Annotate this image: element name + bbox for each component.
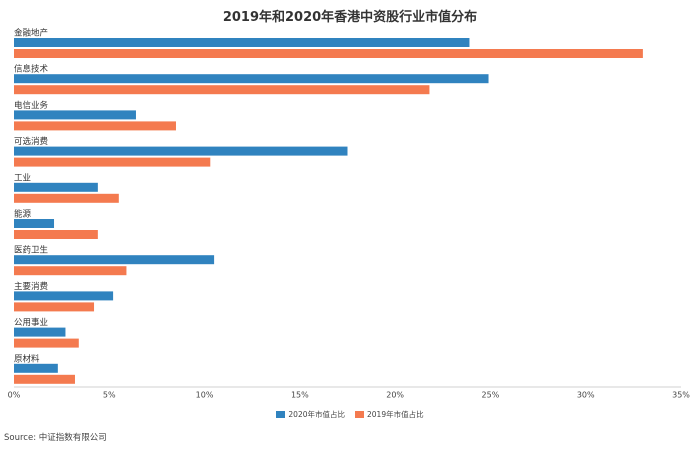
bar-2019[interactable] bbox=[14, 193, 119, 203]
bar-2019[interactable] bbox=[14, 157, 211, 167]
legend-label-2019: 2019年市值占比 bbox=[367, 410, 424, 419]
x-tick-label: 30% bbox=[577, 391, 595, 400]
bar-2019[interactable] bbox=[14, 374, 75, 384]
chart-title: 2019年和2020年香港中资股行业市值分布 bbox=[222, 10, 478, 25]
legend-item-2020[interactable]: 2020年市值占比 bbox=[276, 409, 345, 420]
x-tick-label: 5% bbox=[103, 391, 116, 400]
x-tick-label: 25% bbox=[482, 391, 500, 400]
legend-swatch-2019 bbox=[355, 411, 364, 418]
bar-2020[interactable] bbox=[14, 110, 136, 120]
x-tick-label: 0% bbox=[8, 391, 21, 400]
category-label: 医药卫生 bbox=[14, 245, 49, 256]
bar-2019[interactable] bbox=[14, 230, 98, 239]
bar-2020[interactable] bbox=[14, 219, 55, 228]
bar-2020[interactable] bbox=[14, 146, 348, 156]
bar-2020[interactable] bbox=[14, 38, 470, 47]
category-label: 主要消费 bbox=[14, 281, 49, 292]
legend-swatch-2020 bbox=[276, 411, 286, 418]
x-tick-label: 15% bbox=[291, 391, 309, 400]
bar-2020[interactable] bbox=[14, 74, 489, 84]
x-tick-label: 10% bbox=[196, 391, 214, 400]
bar-2020[interactable] bbox=[14, 255, 215, 265]
legend: 2020年市值占比 2019年市值占比 bbox=[0, 409, 700, 420]
category-label: 信息技术 bbox=[14, 64, 49, 75]
bar-2019[interactable] bbox=[14, 266, 127, 276]
bar-2020[interactable] bbox=[14, 182, 98, 192]
bar-2020[interactable] bbox=[14, 363, 58, 373]
bar-2020[interactable] bbox=[14, 291, 114, 301]
x-tick-labels: 0% 5% 10% 15% 20% 25% 30% 35% bbox=[8, 391, 691, 400]
x-tick-label: 20% bbox=[386, 391, 404, 400]
x-tick-label: 35% bbox=[672, 391, 690, 400]
category-label: 能源 bbox=[14, 209, 32, 220]
category-label: 工业 bbox=[14, 172, 31, 183]
bar-2019[interactable] bbox=[14, 121, 176, 131]
category-label: 金融地产 bbox=[14, 28, 48, 39]
source-note: Source: 中证指数有限公司 bbox=[4, 433, 107, 443]
category-label: 可选消费 bbox=[14, 136, 49, 147]
bar-2019[interactable] bbox=[14, 302, 95, 312]
category-label: 公用事业 bbox=[14, 317, 48, 328]
bar-2019[interactable] bbox=[14, 338, 79, 348]
legend-label-2020: 2020年市值占比 bbox=[288, 410, 345, 419]
bar-2019[interactable] bbox=[14, 49, 643, 58]
category-label: 电信业务 bbox=[14, 100, 49, 111]
bars-group bbox=[14, 38, 643, 384]
category-label: 原材料 bbox=[14, 353, 40, 364]
bar-2020[interactable] bbox=[14, 327, 66, 337]
legend-item-2019[interactable]: 2019年市值占比 bbox=[355, 409, 424, 420]
bar-2019[interactable] bbox=[14, 85, 430, 95]
